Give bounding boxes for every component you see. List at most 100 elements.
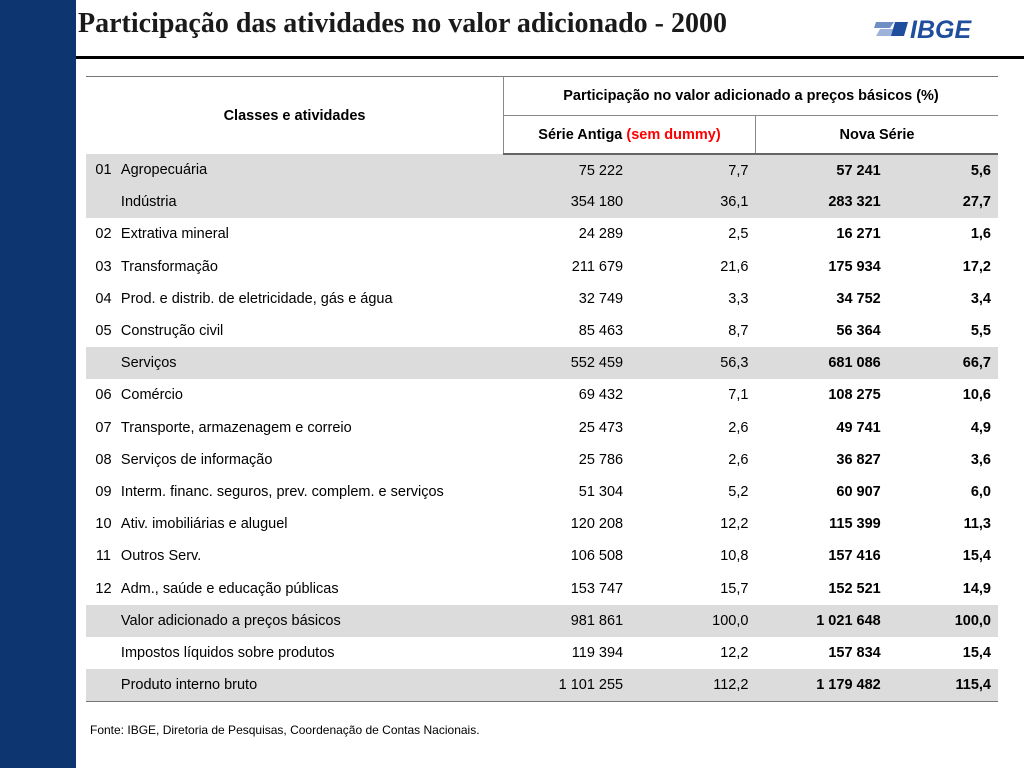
table-row: 06 Comércio 69 432 7,1 108 275 10,6: [86, 379, 998, 411]
table-row: 08 Serviços de informação 25 786 2,6 36 827 3…: [86, 444, 998, 476]
ibge-logo: IBGE: [874, 16, 972, 44]
row-activity-name: Interm. financ. seguros, prev. complem. …: [120, 483, 444, 500]
source-note: Fonte: IBGE, Diretoria de Pesquisas, Coo…: [90, 723, 480, 737]
table-row: 02 Extrativa mineral 24 289 2,5 16 271 1,6: [86, 218, 998, 250]
header-group: Participação no valor adicionado a preço…: [503, 76, 998, 116]
cell-antiga-pct: 56,3: [720, 355, 749, 372]
row-code: 12: [95, 580, 112, 597]
row-code: [86, 605, 121, 637]
cell-antiga-valor: 119 394: [571, 644, 624, 661]
cell-antiga-valor: 552 459: [570, 355, 624, 372]
cell-antiga-pct: 3,3: [728, 290, 749, 307]
row-code: [86, 669, 121, 702]
table-row: 01 Agropecuária 75 222 7,7 57 241 5,6: [86, 154, 998, 187]
table-row: 11 Outros Serv. 106 508 10,8 157 416 15,4: [86, 540, 998, 572]
row-code: 02: [95, 226, 112, 243]
table-row: 05 Construção civil 85 463 8,7 56 364 5,5: [86, 315, 998, 347]
cell-antiga-pct: 8,7: [728, 323, 749, 340]
header-nova-serie: Nova Série: [755, 115, 998, 155]
cell-nova-pct: 10,6: [962, 387, 991, 404]
cell-nova-valor: 1 179 482: [755, 669, 888, 702]
row-code: [86, 186, 121, 218]
cell-nova-valor: 108 275: [828, 387, 881, 404]
cell-nova-valor: 115 399: [829, 516, 881, 533]
row-activity-name: Extrativa mineral: [120, 226, 229, 243]
cell-antiga-pct: 10,8: [720, 548, 749, 565]
sidebar-band: [0, 0, 76, 768]
table-row: 03 Transformação 211 679 21,6 175 934 17,2: [86, 251, 998, 283]
cell-nova-pct: 3,4: [970, 290, 991, 307]
row-code: 08: [95, 451, 112, 468]
cell-antiga-valor: 69 432: [578, 387, 624, 404]
cell-antiga-pct: 36,1: [720, 194, 749, 211]
row-code: 10: [95, 516, 112, 533]
cell-nova-pct: 15,4: [962, 644, 991, 661]
row-activity-name: Ativ. imobiliárias e aluguel: [120, 516, 288, 533]
row-activity-name: Construção civil: [120, 323, 224, 340]
cell-nova-valor: 36 827: [836, 451, 881, 468]
cell-antiga-valor: 1 101 255: [503, 669, 631, 702]
cell-nova-valor: 152 521: [828, 580, 881, 597]
header-serie-antiga: Série Antiga (sem dummy): [503, 115, 756, 155]
cell-nova-pct: 3,6: [970, 451, 991, 468]
cell-nova-pct: 66,7: [962, 355, 991, 372]
cell-nova-valor: 681 086: [828, 355, 881, 372]
row-code: [86, 637, 121, 669]
cell-nova-pct: 27,7: [962, 194, 991, 211]
cell-antiga-valor: 211 679: [571, 258, 624, 275]
cell-nova-valor: 157 416: [828, 548, 881, 565]
row-activity-name: Serviços: [120, 355, 177, 372]
cell-antiga-pct: 2,5: [728, 226, 749, 243]
cell-antiga-pct: 12,2: [720, 516, 749, 533]
row-activity-name: Serviços de informação: [120, 451, 273, 468]
title-divider: [76, 56, 1024, 59]
cell-nova-pct: 6,0: [970, 483, 991, 500]
cell-antiga-pct: 100,0: [712, 612, 749, 629]
cell-nova-pct: 17,2: [962, 258, 991, 275]
row-activity-name: Produto interno bruto: [120, 669, 504, 702]
cell-nova-valor: 16 271: [836, 226, 881, 243]
cell-nova-pct: 4,9: [970, 419, 991, 436]
cell-nova-valor: 175 934: [828, 258, 881, 275]
cell-nova-valor: 60 907: [836, 483, 881, 500]
cell-antiga-pct: 2,6: [728, 419, 749, 436]
row-code: 11: [95, 548, 111, 565]
row-code: 01: [95, 162, 112, 179]
table-row: Produto interno bruto 1 101 255 112,2 1 179…: [86, 669, 998, 702]
cell-antiga-valor: 51 304: [578, 483, 624, 500]
cell-nova-pct: 5,5: [970, 323, 991, 340]
row-activity-name: Prod. e distrib. de eletricidade, gás e …: [120, 290, 393, 307]
cell-antiga-valor: 25 786: [578, 451, 624, 468]
cell-antiga-pct: 12,2: [720, 644, 749, 661]
cell-nova-valor: 34 752: [836, 290, 881, 307]
table-row: 09 Interm. financ. seguros, prev. complem…: [86, 476, 998, 508]
row-code: 07: [95, 419, 112, 436]
cell-nova-valor: 283 321: [828, 194, 881, 211]
row-activity-name: Agropecuária: [120, 162, 208, 179]
cell-nova-pct: 11,3: [963, 516, 991, 533]
header-serie-antiga-label: Série Antiga: [538, 126, 623, 143]
cell-antiga-valor: 24 289: [578, 226, 624, 243]
cell-antiga-valor: 354 180: [570, 194, 624, 211]
row-code: 04: [95, 290, 112, 307]
cell-antiga-valor: 75 222: [578, 162, 624, 179]
table-body: 01 Agropecuária 75 222 7,7 57 241 5,6 Indústri…: [86, 154, 998, 702]
cell-antiga-pct: 7,7: [728, 162, 749, 179]
cell-antiga-valor: 153 747: [570, 580, 624, 597]
page-title: Participação das atividades no valor adi…: [78, 8, 727, 39]
row-code: 09: [95, 483, 112, 500]
cell-nova-pct: 100,0: [954, 612, 991, 629]
cell-antiga-valor: 25 473: [578, 419, 624, 436]
row-activity-name: Transformação: [120, 258, 218, 275]
cell-antiga-pct: 2,6: [728, 451, 749, 468]
row-activity-name: Adm., saúde e educação públicas: [120, 580, 339, 597]
row-code: [86, 347, 121, 379]
cell-nova-pct: 1,6: [970, 226, 991, 243]
ibge-logo-text: IBGE: [910, 16, 972, 44]
cell-antiga-valor: 106 508: [570, 548, 624, 565]
cell-nova-pct: 115,4: [887, 669, 998, 702]
cell-nova-valor: 49 741: [836, 419, 881, 436]
table-row: Impostos líquidos sobre produtos 119 394 1…: [86, 637, 998, 669]
row-activity-name: Valor adicionado a preços básicos: [120, 612, 341, 629]
table-row: 10 Ativ. imobiliárias e aluguel 120 208 12,…: [86, 508, 998, 540]
